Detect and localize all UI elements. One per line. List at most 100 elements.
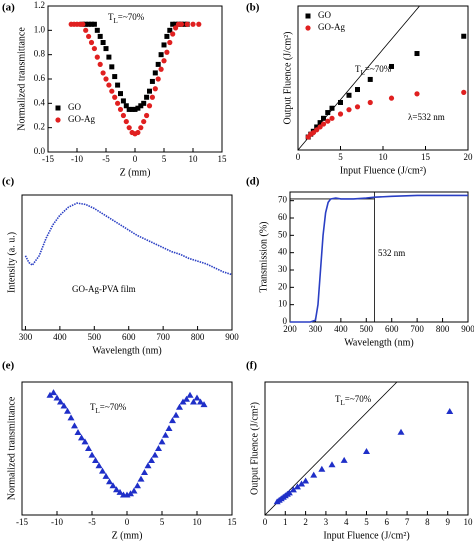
point — [100, 70, 106, 76]
legend-label: GO-Ag — [318, 22, 345, 32]
y-tick-label: 70 — [278, 195, 288, 205]
x-tick-label: 7 — [405, 517, 410, 527]
point — [64, 407, 71, 414]
point — [106, 478, 113, 485]
x-tick-label: -15 — [16, 517, 28, 527]
y-axis-label: Normalized transmittance — [6, 396, 17, 500]
point — [88, 451, 96, 458]
annotation-sub: L — [361, 69, 365, 77]
point — [183, 395, 190, 402]
point — [151, 451, 159, 458]
x-tick-label: 500 — [88, 332, 102, 342]
annotation-text: T — [90, 402, 96, 412]
x-tick-label: 20 — [464, 152, 474, 162]
point — [127, 490, 134, 497]
point — [152, 86, 158, 92]
point — [137, 475, 145, 482]
point — [109, 482, 117, 489]
x-tick-label: 200 — [283, 324, 297, 334]
point — [310, 130, 316, 136]
point — [95, 462, 103, 469]
point — [164, 33, 170, 39]
x-tick-label: 300 — [309, 324, 323, 334]
point — [53, 394, 61, 401]
point — [314, 124, 320, 130]
point — [354, 104, 361, 110]
point — [317, 124, 323, 130]
point — [414, 91, 420, 97]
x-tick-label: 600 — [122, 332, 136, 342]
point — [135, 129, 141, 136]
x-tick-label: 5 — [364, 517, 369, 527]
plot-frame — [47, 5, 223, 153]
panel-label: (a) — [2, 2, 15, 14]
annotation: TL=~70% — [108, 12, 145, 25]
point — [94, 54, 100, 60]
line — [24, 202, 233, 276]
annotation: TL=~70% — [335, 394, 372, 407]
point — [116, 488, 124, 495]
annotation-text: T — [355, 64, 361, 74]
point — [123, 118, 129, 125]
point — [363, 447, 370, 454]
point — [91, 21, 97, 27]
annotation-text: T — [335, 394, 341, 404]
x-tick-label: 15 — [228, 517, 238, 527]
point — [158, 66, 164, 72]
point — [89, 21, 94, 27]
point — [314, 127, 320, 133]
y-tick-label: 1.0 — [34, 24, 46, 34]
y-tick-label: 40 — [278, 247, 288, 257]
point — [138, 125, 144, 131]
point — [200, 401, 208, 408]
point — [67, 414, 75, 421]
point — [338, 99, 343, 105]
point — [130, 487, 138, 494]
point — [112, 94, 118, 100]
x-tick-label: 800 — [191, 332, 205, 342]
point — [80, 21, 86, 27]
legend-marker — [305, 25, 311, 31]
point — [193, 394, 201, 401]
x-axis-label: Z (mm) — [120, 167, 151, 178]
point — [172, 411, 180, 418]
x-tick-label: 4 — [344, 517, 349, 527]
point — [328, 461, 336, 468]
point — [120, 98, 126, 104]
y-axis-label: Output Fluence (J/cm²) — [282, 32, 293, 125]
x-tick-label: 10 — [464, 517, 474, 527]
x-tick-label: 600 — [385, 324, 399, 334]
x-tick-label: -10 — [51, 517, 63, 527]
panel: (e) -15 -10 -5 0 5 10 15 Z (mm) Normalized transm… — [2, 360, 237, 542]
point — [337, 111, 344, 117]
annotation-tail: =~70% — [118, 12, 145, 22]
annotation-text: T — [108, 12, 114, 22]
x-tick-label: 0 — [133, 154, 138, 164]
point — [346, 92, 352, 98]
x-tick-label: 400 — [53, 332, 67, 342]
legend-marker — [55, 117, 61, 123]
point — [329, 115, 335, 121]
point — [170, 21, 176, 27]
x-axis-label: Input Fluence (J/cm²) — [340, 165, 426, 176]
annotation-tail: =~70% — [345, 394, 372, 404]
point — [60, 402, 68, 409]
point — [100, 40, 106, 45]
point — [83, 21, 89, 27]
point — [321, 115, 326, 121]
point — [120, 112, 126, 119]
x-tick-label: 0 — [296, 152, 301, 162]
x-tick-label: 0 — [125, 517, 130, 527]
annotation: TL=~70% — [90, 402, 127, 415]
point — [164, 49, 170, 55]
legend-label: GO — [318, 10, 331, 20]
point — [158, 438, 166, 445]
point — [138, 103, 144, 109]
point — [141, 118, 147, 125]
point — [134, 482, 141, 489]
point — [461, 33, 467, 39]
x-tick-label: -5 — [102, 154, 110, 164]
y-tick-label: 0.2 — [34, 122, 45, 132]
panel-label: (f) — [246, 360, 257, 372]
point — [167, 39, 173, 46]
